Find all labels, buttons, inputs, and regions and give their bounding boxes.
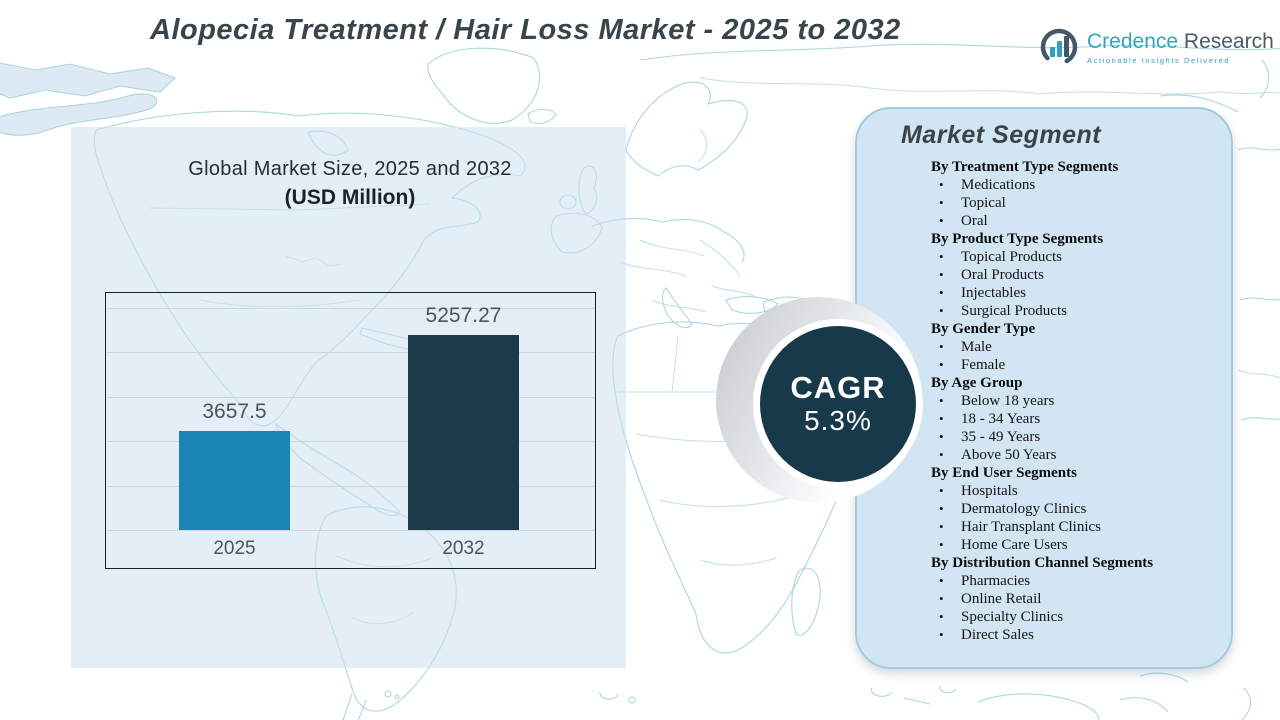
gridline [107,397,594,398]
cagr-badge: CAGR 5.3% [760,326,916,482]
segment-item: Online Retail [931,590,1231,608]
segment-item: 18 - 34 Years [931,410,1231,428]
market-segment-list: By Treatment Type Segments Medications T… [931,158,1231,644]
segment-item: Direct Sales [931,626,1231,644]
x-axis-label-2025: 2025 [213,538,256,559]
segment-heading: By Gender Type [931,321,1036,337]
segment-item: Specialty Clinics [931,608,1231,626]
segment-item: Topical Products [931,248,1231,266]
segment-heading: By End User Segments [931,465,1077,481]
segment-item: Home Care Users [931,536,1231,554]
segment-item: Female [931,356,1231,374]
segment-item: Above 50 Years [931,446,1231,464]
brand-logo: Credence Research Actionable Insights De… [1038,26,1274,68]
brand-name: Credence Research [1087,30,1274,53]
chart-title-line2: (USD Million) [284,186,416,209]
bar-chart: 3657.5 5257.27 2025 2032 [105,292,596,569]
segment-heading: By Distribution Channel Segments [931,555,1154,571]
segment-item: Male [931,338,1231,356]
brand-tagline: Actionable Insights Delivered [1087,56,1231,65]
segment-item: Surgical Products [931,302,1231,320]
bar-value-2032: 5257.27 [425,304,502,327]
gridline [107,441,594,442]
segment-heading: By Product Type Segments [931,231,1104,247]
bar-column-2025: 3657.5 [179,400,290,530]
gridline [107,486,594,487]
cagr-value: 5.3% [804,405,872,436]
bar-2025 [179,431,290,530]
gridline [107,352,594,353]
segment-item: Topical [931,194,1231,212]
page-title: Alopecia Treatment / Hair Loss Market - … [150,14,901,46]
segment-item: Oral Products [931,266,1231,284]
segment-item: Hospitals [931,482,1231,500]
segment-item: Medications [931,176,1231,194]
segment-item: Dermatology Clinics [931,500,1231,518]
segment-item: Below 18 years [931,392,1231,410]
chart-title-line1: Global Market Size, 2025 and 2032 [188,158,512,180]
credence-logo-icon [1040,28,1078,66]
segment-item: Injectables [931,284,1231,302]
cagr-label: CAGR [790,370,886,405]
chart-title: Global Market Size, 2025 and 2032 (USD M… [105,158,595,210]
market-segment-title: Market Segment [901,121,1102,149]
gridline [107,308,594,309]
segment-item: Hair Transplant Clinics [931,518,1231,536]
segment-item: 35 - 49 Years [931,428,1231,446]
bar-2032 [408,335,519,530]
segment-heading: By Treatment Type Segments [931,159,1119,175]
segment-item: Pharmacies [931,572,1231,590]
bar-column-2032: 5257.27 [408,304,519,530]
bar-value-2025: 3657.5 [202,400,267,423]
brand-logo-text: Credence Research Actionable Insights De… [1087,26,1274,65]
segment-item: Oral [931,212,1231,230]
gridline [107,530,594,531]
x-axis-label-2032: 2032 [442,538,485,559]
segment-heading: By Age Group [931,375,1023,391]
